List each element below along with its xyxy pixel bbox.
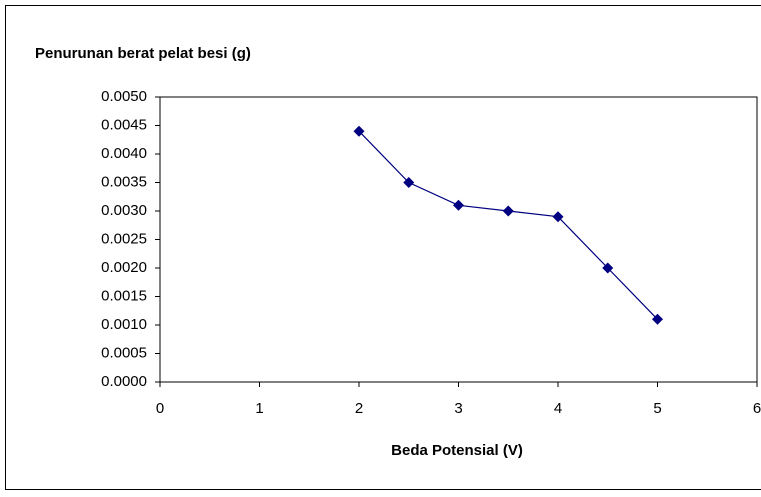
x-tick-label: 0 xyxy=(156,400,164,417)
data-point xyxy=(602,262,614,274)
x-tick-label: 3 xyxy=(454,400,462,417)
y-tick-label: 0.0040 xyxy=(101,145,147,162)
data-point xyxy=(652,313,663,325)
x-tick-label: 1 xyxy=(255,400,263,417)
data-point xyxy=(552,211,564,223)
y-tick-label: 0.0005 xyxy=(101,344,147,361)
y-tick-label: 0.0010 xyxy=(101,316,147,333)
x-axis-label: Beda Potensial (V) xyxy=(391,442,523,459)
x-tick-label: 5 xyxy=(653,400,661,417)
y-tick-label: 0.0000 xyxy=(101,373,147,390)
y-tick-label: 0.0025 xyxy=(101,230,147,247)
data-point xyxy=(453,199,464,211)
x-tick-label: 2 xyxy=(355,400,363,417)
y-tick-label: 0.0035 xyxy=(101,173,147,190)
y-tick-label: 0.0015 xyxy=(101,287,147,304)
chart-border xyxy=(5,5,761,490)
data-point xyxy=(502,205,514,217)
y-tick-label: 0.0050 xyxy=(101,88,147,105)
y-tick-label: 0.0020 xyxy=(101,259,147,276)
chart-title: Penurunan berat pelat besi (g) xyxy=(35,45,251,62)
data-point xyxy=(353,125,365,137)
y-tick-label: 0.0030 xyxy=(101,202,147,219)
y-tick-label: 0.0045 xyxy=(101,116,147,133)
x-tick-label: 6 xyxy=(753,400,761,417)
data-point xyxy=(403,177,415,188)
x-tick-label: 4 xyxy=(554,400,562,417)
